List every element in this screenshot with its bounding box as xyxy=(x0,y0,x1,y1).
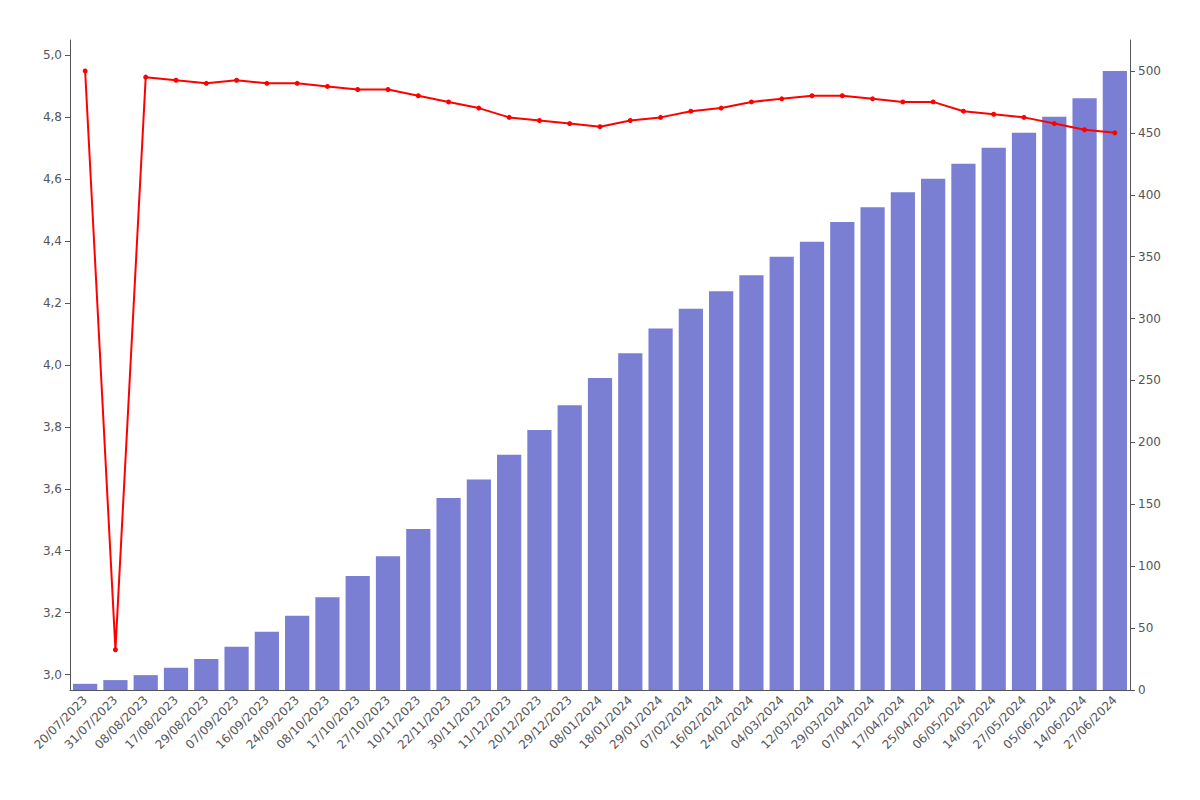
svg-text:0: 0 xyxy=(1138,683,1146,697)
svg-text:04/03/2024: 04/03/2024 xyxy=(727,693,787,752)
svg-text:4,6: 4,6 xyxy=(43,172,62,186)
svg-text:50: 50 xyxy=(1138,621,1153,635)
svg-text:27/10/2023: 27/10/2023 xyxy=(334,693,393,752)
svg-text:300: 300 xyxy=(1138,312,1161,326)
svg-text:08/01/2024: 08/01/2024 xyxy=(546,693,605,752)
svg-text:4,4: 4,4 xyxy=(43,234,62,248)
svg-text:08/08/2023: 08/08/2023 xyxy=(91,693,151,752)
svg-text:3,6: 3,6 xyxy=(43,482,62,496)
svg-text:250: 250 xyxy=(1138,373,1161,387)
svg-text:12/03/2024: 12/03/2024 xyxy=(758,693,817,752)
svg-text:29/08/2023: 29/08/2023 xyxy=(152,693,212,752)
svg-text:25/04/2024: 25/04/2024 xyxy=(879,693,939,752)
svg-text:17/08/2023: 17/08/2023 xyxy=(122,693,181,752)
svg-text:24/02/2024: 24/02/2024 xyxy=(697,693,757,752)
svg-text:31/07/2023: 31/07/2023 xyxy=(61,693,121,752)
svg-text:07/02/2024: 07/02/2024 xyxy=(637,693,696,752)
svg-text:18/01/2024: 18/01/2024 xyxy=(576,693,636,752)
svg-text:29/12/2023: 29/12/2023 xyxy=(515,693,575,752)
svg-text:06/05/2024: 06/05/2024 xyxy=(909,693,969,752)
svg-text:400: 400 xyxy=(1138,188,1161,202)
svg-text:5,0: 5,0 xyxy=(43,48,62,62)
svg-text:3,8: 3,8 xyxy=(43,420,62,434)
svg-text:20/12/2023: 20/12/2023 xyxy=(485,693,545,752)
svg-text:11/12/2023: 11/12/2023 xyxy=(455,693,515,752)
svg-text:3,4: 3,4 xyxy=(43,544,62,558)
svg-text:07/09/2023: 07/09/2023 xyxy=(182,693,242,752)
svg-text:17/10/2023: 17/10/2023 xyxy=(303,693,363,752)
svg-text:30/11/2023: 30/11/2023 xyxy=(425,693,484,752)
svg-text:3,0: 3,0 xyxy=(43,668,62,682)
svg-text:10/11/2023: 10/11/2023 xyxy=(364,693,424,752)
svg-text:4,0: 4,0 xyxy=(43,358,62,372)
svg-text:05/06/2024: 05/06/2024 xyxy=(1000,693,1060,752)
svg-text:4,8: 4,8 xyxy=(43,110,62,124)
svg-text:17/04/2024: 17/04/2024 xyxy=(849,693,908,752)
svg-text:150: 150 xyxy=(1138,497,1161,511)
svg-text:20/07/2023: 20/07/2023 xyxy=(31,693,91,752)
svg-text:07/04/2024: 07/04/2024 xyxy=(818,693,878,752)
svg-text:16/09/2023: 16/09/2023 xyxy=(213,693,272,752)
svg-text:27/06/2024: 27/06/2024 xyxy=(1061,693,1120,752)
svg-text:22/11/2023: 22/11/2023 xyxy=(394,693,454,752)
svg-text:4,2: 4,2 xyxy=(43,296,62,310)
svg-text:16/02/2024: 16/02/2024 xyxy=(667,693,727,752)
svg-text:29/01/2024: 29/01/2024 xyxy=(606,693,666,752)
svg-text:450: 450 xyxy=(1138,126,1161,140)
svg-text:14/05/2024: 14/05/2024 xyxy=(939,693,999,752)
svg-text:24/09/2023: 24/09/2023 xyxy=(243,693,303,752)
svg-text:08/10/2023: 08/10/2023 xyxy=(273,693,333,752)
svg-text:27/05/2024: 27/05/2024 xyxy=(970,693,1029,752)
svg-text:3,2: 3,2 xyxy=(43,606,62,620)
svg-text:29/03/2024: 29/03/2024 xyxy=(788,693,848,752)
svg-text:100: 100 xyxy=(1138,559,1161,573)
svg-text:350: 350 xyxy=(1138,250,1161,264)
svg-text:14/06/2024: 14/06/2024 xyxy=(1030,693,1090,752)
svg-text:500: 500 xyxy=(1138,64,1161,78)
svg-text:200: 200 xyxy=(1138,435,1161,449)
